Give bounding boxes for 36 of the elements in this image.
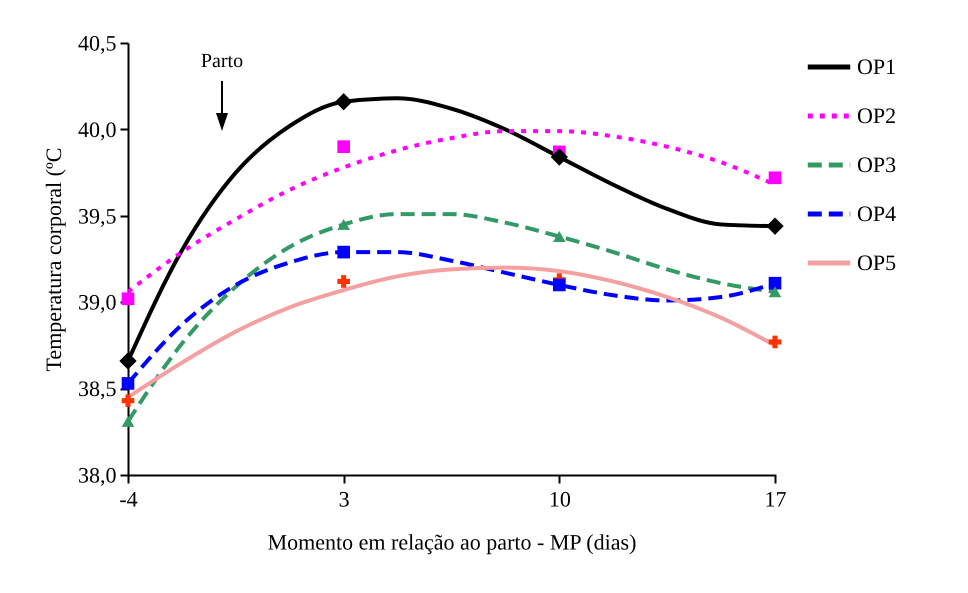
point (337, 246, 350, 258)
point (119, 352, 137, 370)
point (337, 275, 350, 288)
point (768, 276, 782, 290)
x-tick-label: 17 (764, 486, 786, 512)
point (553, 278, 566, 292)
point (122, 394, 134, 408)
point (768, 286, 782, 298)
point (122, 416, 134, 427)
x-axis-title: Momento em relação ao parto - MP (dias) (268, 530, 636, 554)
point (122, 377, 134, 390)
x-tick-label: 10 (548, 486, 571, 512)
legend-label: OP5 (857, 250, 896, 275)
x-tick-label: 3 (338, 486, 350, 512)
y-tick-label: 39,0 (78, 290, 116, 315)
legend-label: OP2 (857, 103, 896, 128)
x-tick-label: -4 (119, 486, 138, 512)
point (766, 218, 784, 235)
point (337, 140, 350, 154)
annotation: Parto (200, 50, 244, 72)
y-tick-label: 38,5 (78, 376, 116, 402)
point (337, 218, 350, 230)
y-tick-label: 40,5 (78, 30, 116, 56)
y-tick-label: 38,0 (78, 462, 116, 488)
point (122, 292, 134, 306)
legend-label: OP3 (857, 152, 896, 177)
legend-label: OP1 (857, 54, 896, 79)
point (768, 171, 782, 184)
point (553, 231, 566, 242)
point (550, 148, 568, 166)
y-tick-label: 40,0 (78, 116, 116, 142)
point (768, 336, 782, 348)
y-tick-label: 39,5 (78, 203, 116, 228)
legend-label: OP4 (857, 201, 896, 226)
point (335, 93, 352, 110)
y-axis-title: Temperatura corporal (ºC (41, 148, 66, 372)
